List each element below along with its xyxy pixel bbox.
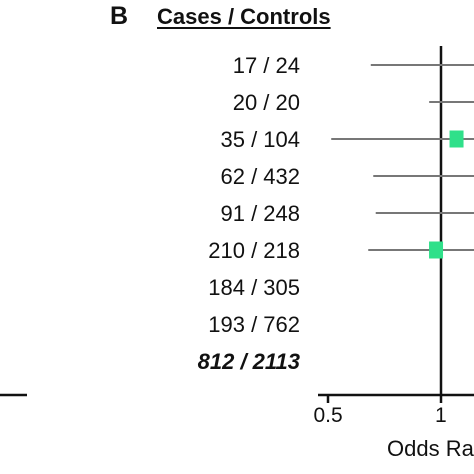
- cases-controls-header: Cases / Controls: [157, 4, 331, 29]
- x-tick-label: 0.5: [313, 404, 343, 427]
- row-label: 20 / 20: [232, 90, 300, 115]
- x-tick-label: 1: [435, 404, 447, 427]
- panel-letter: B: [110, 2, 129, 30]
- row-label: 17 / 24: [232, 53, 300, 78]
- total-row-label: 812 / 2113: [197, 349, 300, 374]
- row-label: 184 / 305: [208, 275, 300, 300]
- row-label: 62 / 432: [220, 164, 300, 189]
- row-label: 91 / 248: [220, 201, 300, 226]
- estimate-marker: [429, 241, 444, 259]
- row-label: 35 / 104: [220, 127, 300, 152]
- row-label: 210 / 218: [208, 238, 300, 263]
- estimate-marker: [449, 130, 464, 148]
- x-axis-title: Odds Ratio: [387, 436, 474, 461]
- row-label: 193 / 762: [208, 312, 300, 337]
